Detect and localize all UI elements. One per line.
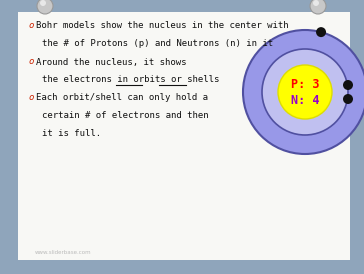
Text: Bohr models show the nucleus in the center with: Bohr models show the nucleus in the cent… bbox=[36, 21, 289, 30]
Circle shape bbox=[40, 0, 46, 6]
Text: Around the nucleus, it shows: Around the nucleus, it shows bbox=[36, 58, 186, 67]
Text: o: o bbox=[28, 21, 33, 30]
Text: P: 3: P: 3 bbox=[291, 78, 319, 92]
Text: the # of Protons (p) and Neutrons (n) in it: the # of Protons (p) and Neutrons (n) in… bbox=[42, 39, 273, 48]
Circle shape bbox=[313, 0, 319, 6]
Text: certain # of electrons and then: certain # of electrons and then bbox=[42, 112, 209, 121]
Text: Each orbit/shell can only hold a: Each orbit/shell can only hold a bbox=[36, 93, 208, 102]
Circle shape bbox=[243, 30, 364, 154]
Circle shape bbox=[262, 49, 348, 135]
Circle shape bbox=[310, 0, 326, 14]
Circle shape bbox=[343, 80, 353, 90]
Circle shape bbox=[37, 0, 53, 14]
Circle shape bbox=[278, 65, 332, 119]
Text: o: o bbox=[28, 58, 33, 67]
Text: the electrons in orbits or shells: the electrons in orbits or shells bbox=[42, 76, 219, 84]
Text: N: 4: N: 4 bbox=[291, 93, 319, 107]
Circle shape bbox=[343, 94, 353, 104]
Text: www.sliderbase.com: www.sliderbase.com bbox=[35, 250, 92, 255]
Circle shape bbox=[316, 27, 326, 37]
Text: it is full.: it is full. bbox=[42, 130, 101, 138]
Text: o: o bbox=[28, 93, 33, 102]
